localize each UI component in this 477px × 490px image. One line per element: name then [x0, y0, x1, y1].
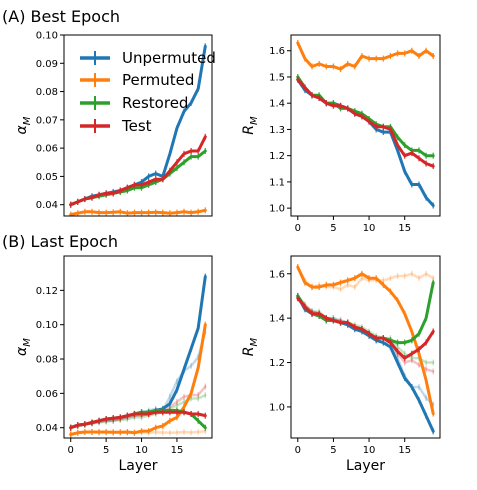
x-tick-label: 10 [363, 445, 376, 456]
x-tick-label: 5 [330, 445, 336, 456]
x-tick-label: 15 [398, 445, 411, 456]
x-axis-label: Layer [118, 458, 157, 474]
panel-last-epoch-alpha: 0.04 0.06 0.08 0.10 0.12 0 5 10 15 αM Layer [14, 255, 213, 474]
y-tick-label: 1.0 [269, 204, 285, 215]
series-test [296, 296, 435, 360]
y-tick-label: 1.4 [269, 99, 285, 110]
title-best-epoch: (A) Best Epoch [2, 7, 120, 26]
series-permuted [69, 208, 207, 216]
y-tick-label: 1.5 [269, 72, 285, 83]
y-tick-label: 0.05 [36, 172, 58, 183]
plot-frame [290, 255, 441, 439]
panel-last-epoch-r: 1.0 1.2 1.4 1.6 0 5 10 15 RM Layer [241, 255, 441, 474]
panel-best-epoch-alpha: 0.04 0.05 0.06 0.07 0.08 0.09 0.10 αM [14, 31, 213, 217]
y-tick-label: 0.09 [36, 59, 58, 70]
legend-label-permuted: Permuted [122, 71, 194, 89]
y-axis-label: αM [14, 116, 33, 134]
x-axis-label: Layer [346, 458, 385, 474]
y-tick-label: 0.10 [36, 320, 58, 331]
y-tick-label: 1.1 [269, 177, 285, 188]
y-tick-label: 0.07 [36, 115, 58, 126]
y-tick-label: 0.12 [36, 286, 58, 297]
legend: Unpermuted Permuted Restored Test [80, 49, 216, 135]
y-axis-label: RM [241, 116, 260, 135]
series-permuted [69, 323, 207, 437]
series-permuted [296, 265, 435, 416]
y-tick-label: 0.06 [36, 144, 58, 155]
legend-label-test: Test [121, 117, 152, 135]
x-tick-label: 0 [295, 445, 301, 456]
plot-frame [63, 255, 213, 439]
legend-item-restored: Restored [80, 94, 188, 112]
panel-best-epoch-r: 1.0 1.1 1.2 1.3 1.4 1.5 1.6 0 5 10 15 RM [241, 34, 441, 234]
y-tick-label: 1.2 [269, 358, 285, 369]
plot-frame [63, 34, 213, 217]
series-restored [296, 75, 435, 158]
y-tick-label: 1.0 [269, 402, 285, 413]
y-tick-label: 1.4 [269, 314, 285, 325]
series-test [69, 410, 207, 430]
y-tick-label: 1.2 [269, 151, 285, 162]
legend-label-restored: Restored [122, 94, 188, 112]
legend-item-unpermuted: Unpermuted [80, 49, 216, 67]
series-permuted [296, 41, 435, 71]
legend-item-test: Test [80, 117, 152, 135]
x-tick-label: 5 [103, 445, 109, 456]
plot-frame [290, 34, 441, 217]
series-test [69, 135, 207, 207]
y-axis-label: αM [14, 338, 33, 356]
title-last-epoch: (B) Last Epoch [2, 232, 118, 251]
y-tick-label: 0.08 [36, 355, 58, 366]
y-tick-label: 1.6 [269, 46, 285, 57]
y-tick-label: 1.3 [269, 125, 285, 136]
y-tick-label: 1.6 [269, 269, 285, 280]
y-tick-label: 0.04 [36, 423, 58, 434]
x-tick-label: 0 [68, 445, 74, 456]
x-tick-label: 0 [295, 223, 301, 234]
y-tick-label: 0.08 [36, 87, 58, 98]
x-tick-label: 10 [363, 223, 376, 234]
legend-item-permuted: Permuted [80, 71, 194, 89]
y-tick-label: 0.10 [36, 31, 58, 42]
faded-series-restored [296, 294, 435, 364]
y-tick-label: 0.04 [36, 200, 58, 211]
x-tick-label: 15 [398, 223, 411, 234]
legend-label-unpermuted: Unpermuted [122, 49, 216, 67]
y-tick-label: 0.06 [36, 389, 58, 400]
x-tick-label: 10 [135, 445, 148, 456]
y-axis-label: RM [241, 337, 260, 356]
x-tick-label: 5 [330, 223, 336, 234]
x-tick-label: 15 [171, 445, 184, 456]
series-test [296, 78, 435, 168]
